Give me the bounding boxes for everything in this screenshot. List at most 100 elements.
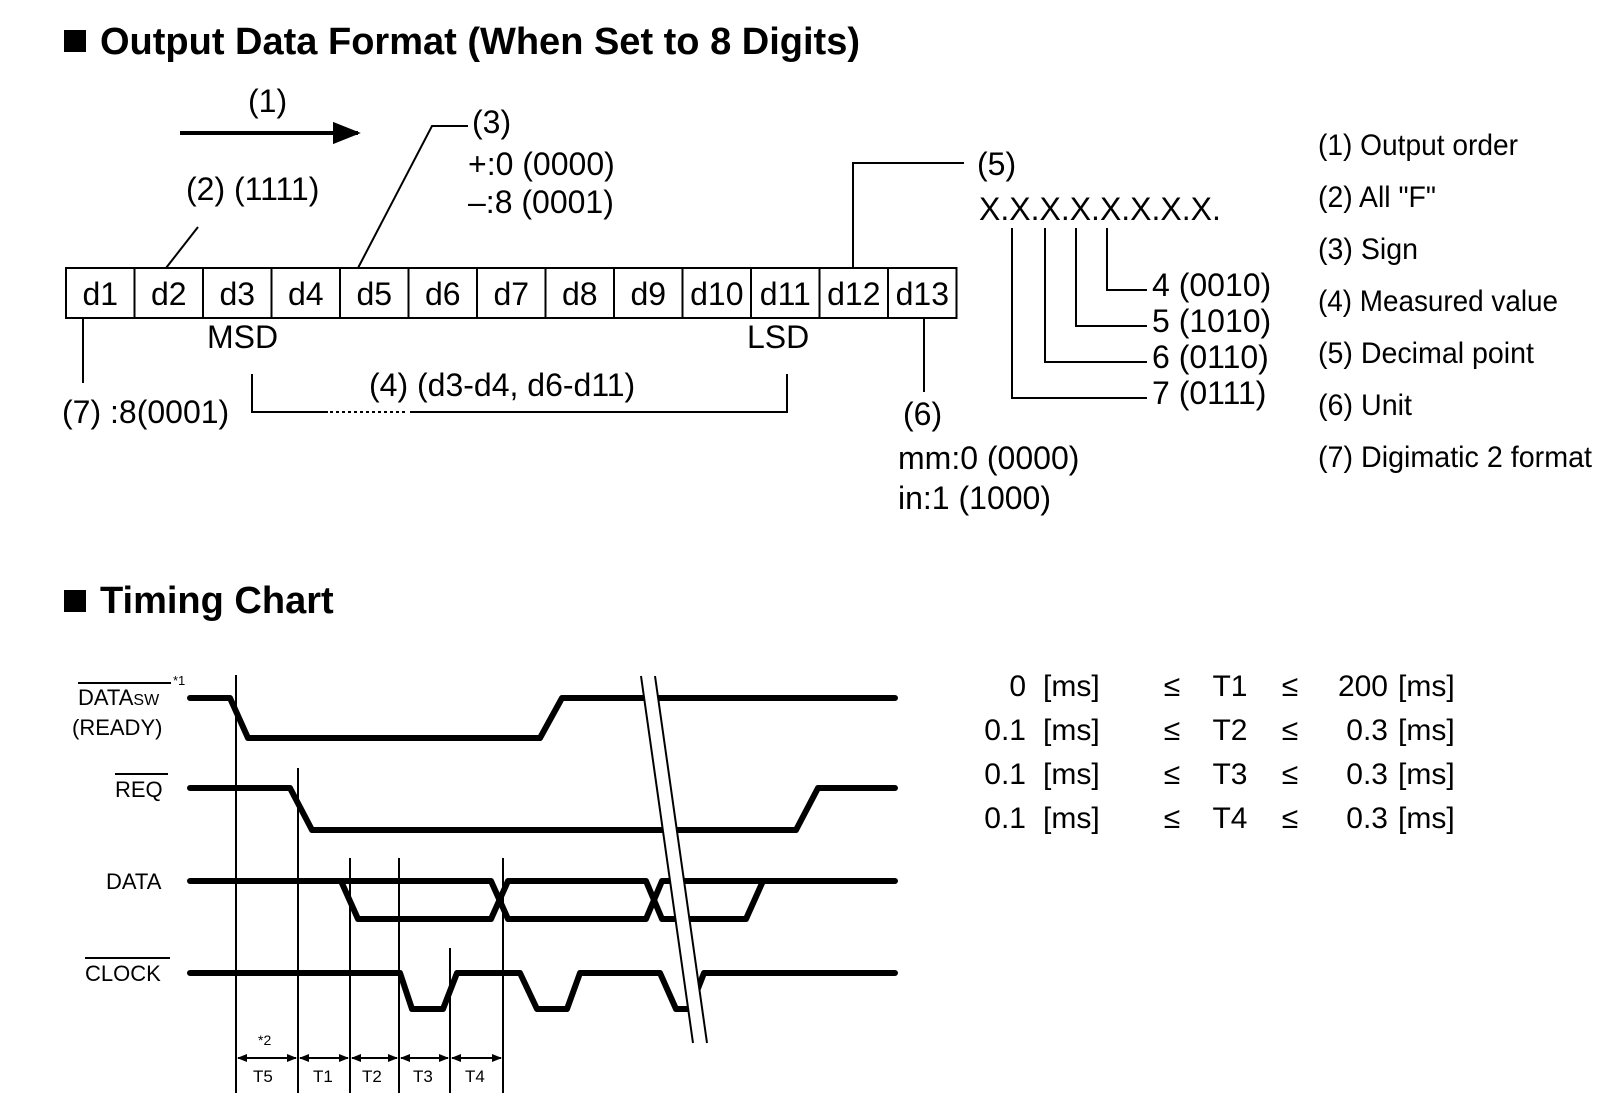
label-digimatic-format: (7) :8(0001)	[62, 394, 229, 430]
digit-cell-box	[887, 267, 958, 319]
req-waveform	[187, 785, 898, 833]
digit-cell-label: d9	[631, 276, 667, 312]
digit-cell-label: d12	[827, 276, 880, 312]
timing-heading: Timing Chart	[100, 580, 334, 622]
signal-data: DATA	[106, 869, 162, 894]
data-line-upper	[187, 878, 898, 922]
formula-name: T3	[1212, 758, 1247, 791]
dp-leader-5	[1075, 228, 1147, 327]
dp-code-5: 5 (1010)	[1152, 303, 1271, 339]
signal-datasw-main: DATA	[78, 685, 134, 710]
legend-item-2: (2) All "F"	[1318, 181, 1436, 214]
heading-square-icon	[64, 30, 86, 52]
formula-op2: ≤	[1282, 714, 1298, 747]
formula-max-unit: [ms]	[1398, 670, 1455, 703]
formula-min: 0.1	[984, 802, 1026, 835]
decimal-pattern: X.X.X.X.X.X.X.X.	[979, 191, 1221, 227]
sign-plus: +:0 (0000)	[468, 146, 615, 182]
digit-cell-label: d5	[357, 276, 393, 312]
formula-min: 0.1	[984, 714, 1026, 747]
heading-square-icon	[64, 590, 86, 612]
formula-min-unit: [ms]	[1043, 758, 1100, 791]
legend-item-4: (4) Measured value	[1318, 285, 1558, 318]
digit-cell-label: d7	[494, 276, 530, 312]
interval-label-t4: T4	[465, 1067, 485, 1086]
digit-cell-label: d10	[690, 276, 743, 312]
digit-cell-box	[613, 267, 684, 319]
label-all-f: (2) (1111)	[186, 171, 319, 207]
dp-code-7: 7 (0111)	[1152, 375, 1266, 411]
dp-leader-6	[1044, 228, 1147, 363]
formula-op: ≤	[1164, 802, 1180, 835]
formula-min-unit: [ms]	[1043, 802, 1100, 835]
formula-max: 0.3	[1346, 714, 1388, 747]
clock-waveform	[187, 970, 898, 1012]
digit-cell-label: d8	[562, 276, 598, 312]
signal-req: REQ	[115, 777, 163, 802]
measured-bracket-left	[251, 374, 328, 413]
note-1: *1	[173, 673, 185, 688]
formula-min: 0.1	[984, 758, 1026, 791]
formula-max: 200	[1338, 670, 1388, 703]
formula-max-unit: [ms]	[1398, 758, 1455, 791]
note-2: *2	[258, 1032, 271, 1048]
interval-label-t1: T1	[313, 1067, 333, 1086]
formula-op: ≤	[1164, 714, 1180, 747]
legend-item-5: (5) Decimal point	[1318, 337, 1535, 370]
interval-label-t3: T3	[413, 1067, 433, 1086]
leader-d5	[357, 125, 468, 269]
dp-leader-7	[1011, 228, 1147, 399]
leader-d12	[852, 162, 964, 268]
dp-code-6: 6 (0110)	[1152, 339, 1269, 375]
digit-cell-label: d3	[220, 276, 256, 312]
break-gap	[641, 676, 707, 1043]
label-unit: (6)	[903, 396, 942, 432]
legend-item-3: (3) Sign	[1318, 233, 1418, 266]
digit-cell-box	[750, 267, 821, 319]
label-measured-value: (4) (d3-d4, d6-d11)	[369, 367, 635, 403]
unit-in: in:1 (1000)	[898, 480, 1051, 516]
formula-min-unit: [ms]	[1043, 714, 1100, 747]
digit-cell-label: d4	[288, 276, 324, 312]
formula-op2: ≤	[1282, 670, 1298, 703]
formula-op: ≤	[1164, 670, 1180, 703]
label-decimal-point: (5)	[977, 146, 1016, 182]
measured-bracket-right	[410, 374, 788, 413]
formula-op: ≤	[1164, 758, 1180, 791]
formula-max: 0.3	[1346, 802, 1388, 835]
formula-min: 0	[1009, 670, 1026, 703]
dp-code-4: 4 (0010)	[1152, 267, 1271, 303]
formula-name: T2	[1212, 714, 1247, 747]
digit-cells: d1 d2 d3 d4 d5 d6 d7 d8 d9 d10 d11 d12 d13	[65, 267, 958, 319]
format-heading: Output Data Format (When Set to 8 Digits…	[100, 21, 860, 63]
leader-d2	[165, 226, 199, 269]
data-line-lower	[338, 878, 766, 922]
dp-leader-4	[1106, 228, 1147, 291]
break-line-left	[640, 675, 694, 1044]
digit-cell-box	[681, 267, 752, 319]
datasw-waveform	[187, 695, 898, 741]
break-line-right	[654, 675, 708, 1044]
formula-op2: ≤	[1282, 802, 1298, 835]
digit-cell-box	[133, 267, 204, 319]
label-sign: (3)	[472, 104, 511, 140]
msd-label: MSD	[207, 319, 278, 355]
legend-item-1: (1) Output order	[1318, 129, 1518, 162]
unit-mm: mm:0 (0000)	[898, 440, 1079, 476]
digit-cell-label: d13	[896, 276, 949, 312]
formula-max: 0.3	[1346, 758, 1388, 791]
lsd-label: LSD	[747, 319, 809, 355]
legend-item-7: (7) Digimatic 2 format	[1318, 441, 1593, 474]
interval-label-t5: T5	[253, 1067, 273, 1086]
digit-cell-box	[202, 267, 273, 319]
legend-item-6: (6) Unit	[1318, 389, 1413, 422]
digit-cell-label: d2	[151, 276, 187, 312]
formula-op2: ≤	[1282, 758, 1298, 791]
signal-datasw: DATASW	[78, 685, 160, 710]
signal-clock: CLOCK	[85, 961, 161, 986]
digit-cell-label: d11	[760, 276, 811, 312]
signal-ready: (READY)	[72, 715, 162, 740]
timing-formulas: 0 [ms] ≤ T1 ≤200 [ms] 0.1 [ms] ≤ T2 ≤0.3 [ms] 0.1 [ms…	[984, 670, 1454, 835]
digit-cell-label: d1	[83, 276, 119, 312]
